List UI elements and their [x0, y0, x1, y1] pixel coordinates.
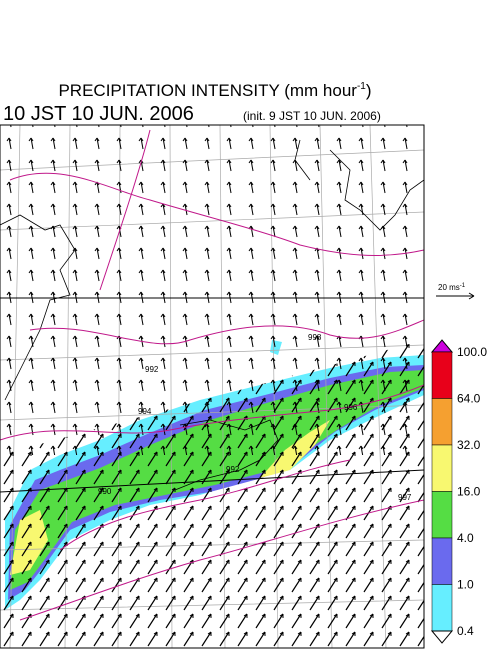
svg-text:20 ms-1: 20 ms-1 [438, 283, 466, 292]
colorbar-label: 100.0 [457, 345, 487, 359]
map-frame [0, 124, 425, 649]
title-text: PRECIPITATION INTENSITY (mm hour [58, 81, 357, 100]
title-exponent: -1 [357, 81, 366, 92]
wind-scale-text: 20 ms [438, 283, 460, 292]
valid-time: 10 JST 10 JUN. 2006 [3, 103, 194, 125]
contour-label: 998 [308, 333, 322, 342]
contour-label: 996 [344, 403, 358, 412]
colorbar-segment [431, 398, 453, 446]
contour-labels: 998 992 994 996 992 990 997 [98, 333, 412, 502]
contour-label: 990 [98, 487, 112, 496]
title: PRECIPITATION INTENSITY (mm hour-1) [58, 81, 371, 100]
colorbar-label: 64.0 [457, 392, 481, 406]
wind-scale-exponent: -1 [460, 283, 466, 289]
colorbar-segment [431, 537, 453, 585]
colorbar-label: 16.0 [457, 485, 481, 499]
contour-label: 994 [138, 407, 152, 416]
wind-scale: 20 ms-1 [436, 283, 475, 300]
contour-label: 992 [226, 465, 240, 474]
colorbar-segment [431, 491, 453, 539]
init-time: (init. 9 JST 10 JUN. 2006) [243, 109, 381, 123]
contour-label: 992 [145, 365, 159, 374]
map: 998 992 994 996 992 990 997 [0, 125, 424, 648]
colorbar-label: 0.4 [457, 624, 474, 638]
contour-label: 997 [398, 493, 412, 502]
colorbar-label: 1.0 [457, 578, 474, 592]
colorbar-label: 32.0 [457, 438, 481, 452]
colorbar-triangle [430, 630, 454, 644]
colorbar: 100.0 64.0 32.0 16.0 4.0 1.0 0.4 [430, 339, 487, 644]
colorbar-label: 4.0 [457, 531, 474, 545]
colorbar-triangle [430, 339, 454, 353]
title-close: ) [366, 81, 372, 100]
colorbar-segment [431, 444, 453, 492]
colorbar-segment [431, 584, 453, 632]
colorbar-segment [431, 351, 453, 399]
